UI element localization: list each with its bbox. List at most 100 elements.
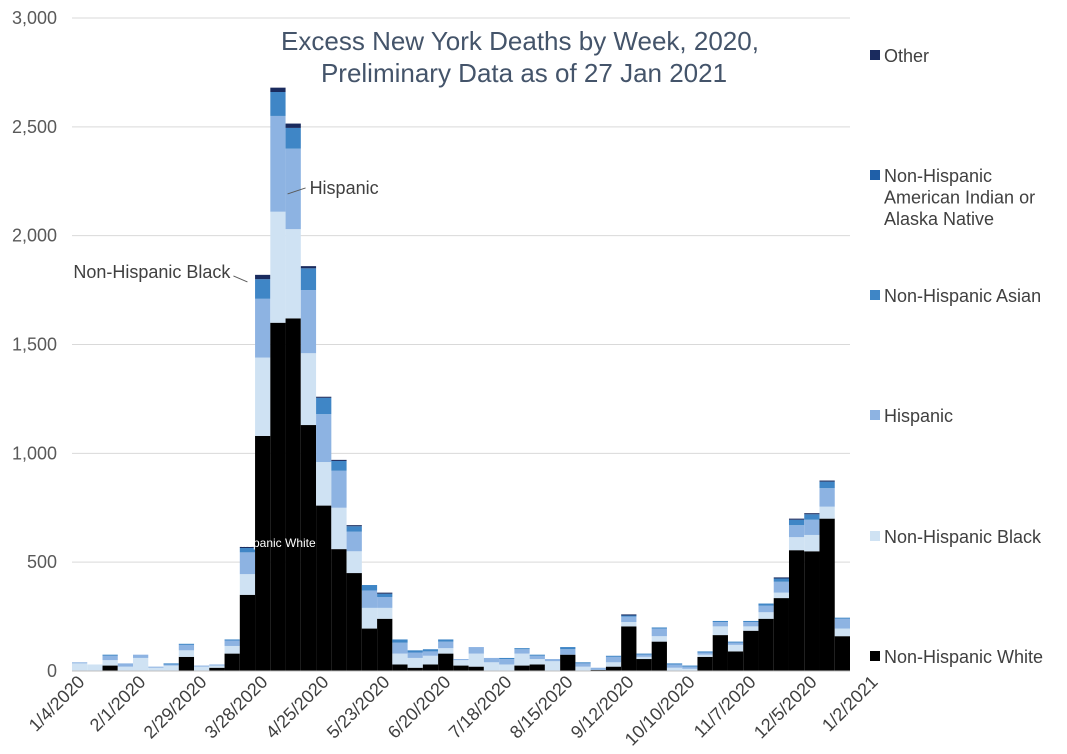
- bar-segment: [209, 667, 225, 671]
- bar-segment: [270, 87, 286, 93]
- y-tick-label: 1,500: [12, 335, 57, 355]
- bar-segment: [133, 654, 149, 658]
- bar-segment: [514, 665, 530, 671]
- bar-segment: [224, 645, 240, 654]
- bar-segment: [346, 531, 362, 552]
- bar-segment: [621, 615, 637, 617]
- legend-swatch: [870, 410, 880, 420]
- chart-title-line: Excess New York Deaths by Week, 2020,: [281, 26, 759, 56]
- bar-segment: [133, 657, 149, 671]
- bar-segment: [712, 635, 728, 671]
- bar-segment: [285, 123, 301, 128]
- bar-segment: [804, 534, 820, 552]
- bar-segment: [438, 639, 454, 642]
- bar-segment: [712, 626, 728, 636]
- bar-segment: [712, 620, 728, 623]
- bar-segment: [239, 594, 256, 671]
- chart-title-line: Preliminary Data as of 27 Jan 2021: [321, 58, 727, 88]
- bar-segment: [788, 525, 805, 538]
- bar-segment: [270, 211, 286, 323]
- bar-segment: [773, 577, 789, 579]
- bar-segment: [438, 648, 454, 654]
- bar-segment: [605, 666, 622, 671]
- bar-segment: [178, 643, 195, 645]
- legend-swatch: [870, 170, 880, 180]
- chart-title: Excess New York Deaths by Week, 2020,Pre…: [281, 26, 759, 88]
- bar-segment: [468, 647, 484, 654]
- bar-segment: [453, 660, 469, 666]
- bar-segment: [422, 651, 439, 656]
- bar-segment: [407, 657, 423, 668]
- bar-segment: [483, 657, 500, 663]
- annotations: Hispanic Non-Hispanic Black Non-Hispanic W…: [73, 178, 378, 550]
- bar-segment: [407, 650, 423, 653]
- bar-segment: [621, 622, 637, 627]
- bar-segment: [300, 290, 317, 354]
- bar-segment: [87, 664, 103, 671]
- bar-segment: [316, 397, 332, 415]
- x-tick-label: 1/2/2021: [818, 672, 882, 736]
- bar-segment: [316, 414, 332, 463]
- bar-segment: [773, 598, 789, 671]
- bar-segment: [575, 663, 591, 667]
- bar-segment: [727, 642, 744, 645]
- legend-label: Other: [884, 46, 929, 66]
- bar-segment: [483, 662, 500, 671]
- legend-label: Non-Hispanic White: [884, 647, 1043, 667]
- bar-segment: [819, 506, 835, 519]
- bar-segment: [834, 618, 850, 629]
- bar-segment: [178, 656, 195, 671]
- bar-segment: [316, 396, 332, 398]
- bar-segment: [316, 505, 332, 671]
- bar-segment: [209, 665, 225, 668]
- annotation-leader: [233, 275, 248, 283]
- bar-segment: [727, 651, 744, 671]
- legend-swatch: [870, 651, 880, 661]
- bar-segment: [209, 664, 225, 666]
- bar-segment: [102, 655, 118, 661]
- bar-segment: [819, 518, 835, 671]
- bar-segment: [682, 668, 698, 671]
- bar-segment: [163, 663, 179, 665]
- bar-segment: [697, 652, 713, 655]
- y-tick-label: 500: [27, 552, 57, 572]
- bar-segment: [239, 552, 256, 575]
- bar-segment: [788, 537, 805, 551]
- bar-segment: [758, 603, 774, 606]
- bar-segment: [407, 667, 423, 671]
- bar-segment: [697, 656, 713, 671]
- bar-segment: [148, 667, 164, 671]
- y-tick-label: 2,000: [12, 226, 57, 246]
- bar-segment: [377, 618, 393, 671]
- legend-label: Non-Hispanic: [884, 166, 992, 186]
- annotation-label: Hispanic: [310, 178, 379, 198]
- bar-segment: [331, 507, 347, 550]
- legend-swatch: [870, 531, 880, 541]
- bar-segment: [422, 655, 439, 665]
- bar-segment: [773, 592, 789, 599]
- bar-segment: [285, 229, 301, 319]
- bar-segment: [453, 665, 469, 671]
- bar-segment: [361, 585, 378, 591]
- bar-segment: [285, 148, 301, 230]
- bar-segment: [331, 459, 347, 461]
- bar-segment: [727, 641, 744, 643]
- bar-segment: [788, 550, 805, 671]
- bar-segment: [666, 663, 683, 665]
- bar-segment: [346, 526, 362, 532]
- bar-segment: [102, 654, 118, 656]
- bar-segment: [560, 649, 576, 655]
- bar-segment: [194, 665, 210, 667]
- bar-segment: [117, 666, 134, 671]
- bar-segment: [529, 654, 545, 656]
- bar-segment: [453, 659, 469, 661]
- legend-label: Non-Hispanic Black: [884, 527, 1042, 547]
- bar-segment: [72, 663, 88, 671]
- bar-segment: [239, 548, 256, 553]
- bar-segment: [544, 661, 561, 671]
- bar-segment: [255, 298, 271, 358]
- bar-segment: [788, 519, 805, 526]
- bar-segment: [529, 664, 545, 671]
- bar-segment: [621, 616, 637, 623]
